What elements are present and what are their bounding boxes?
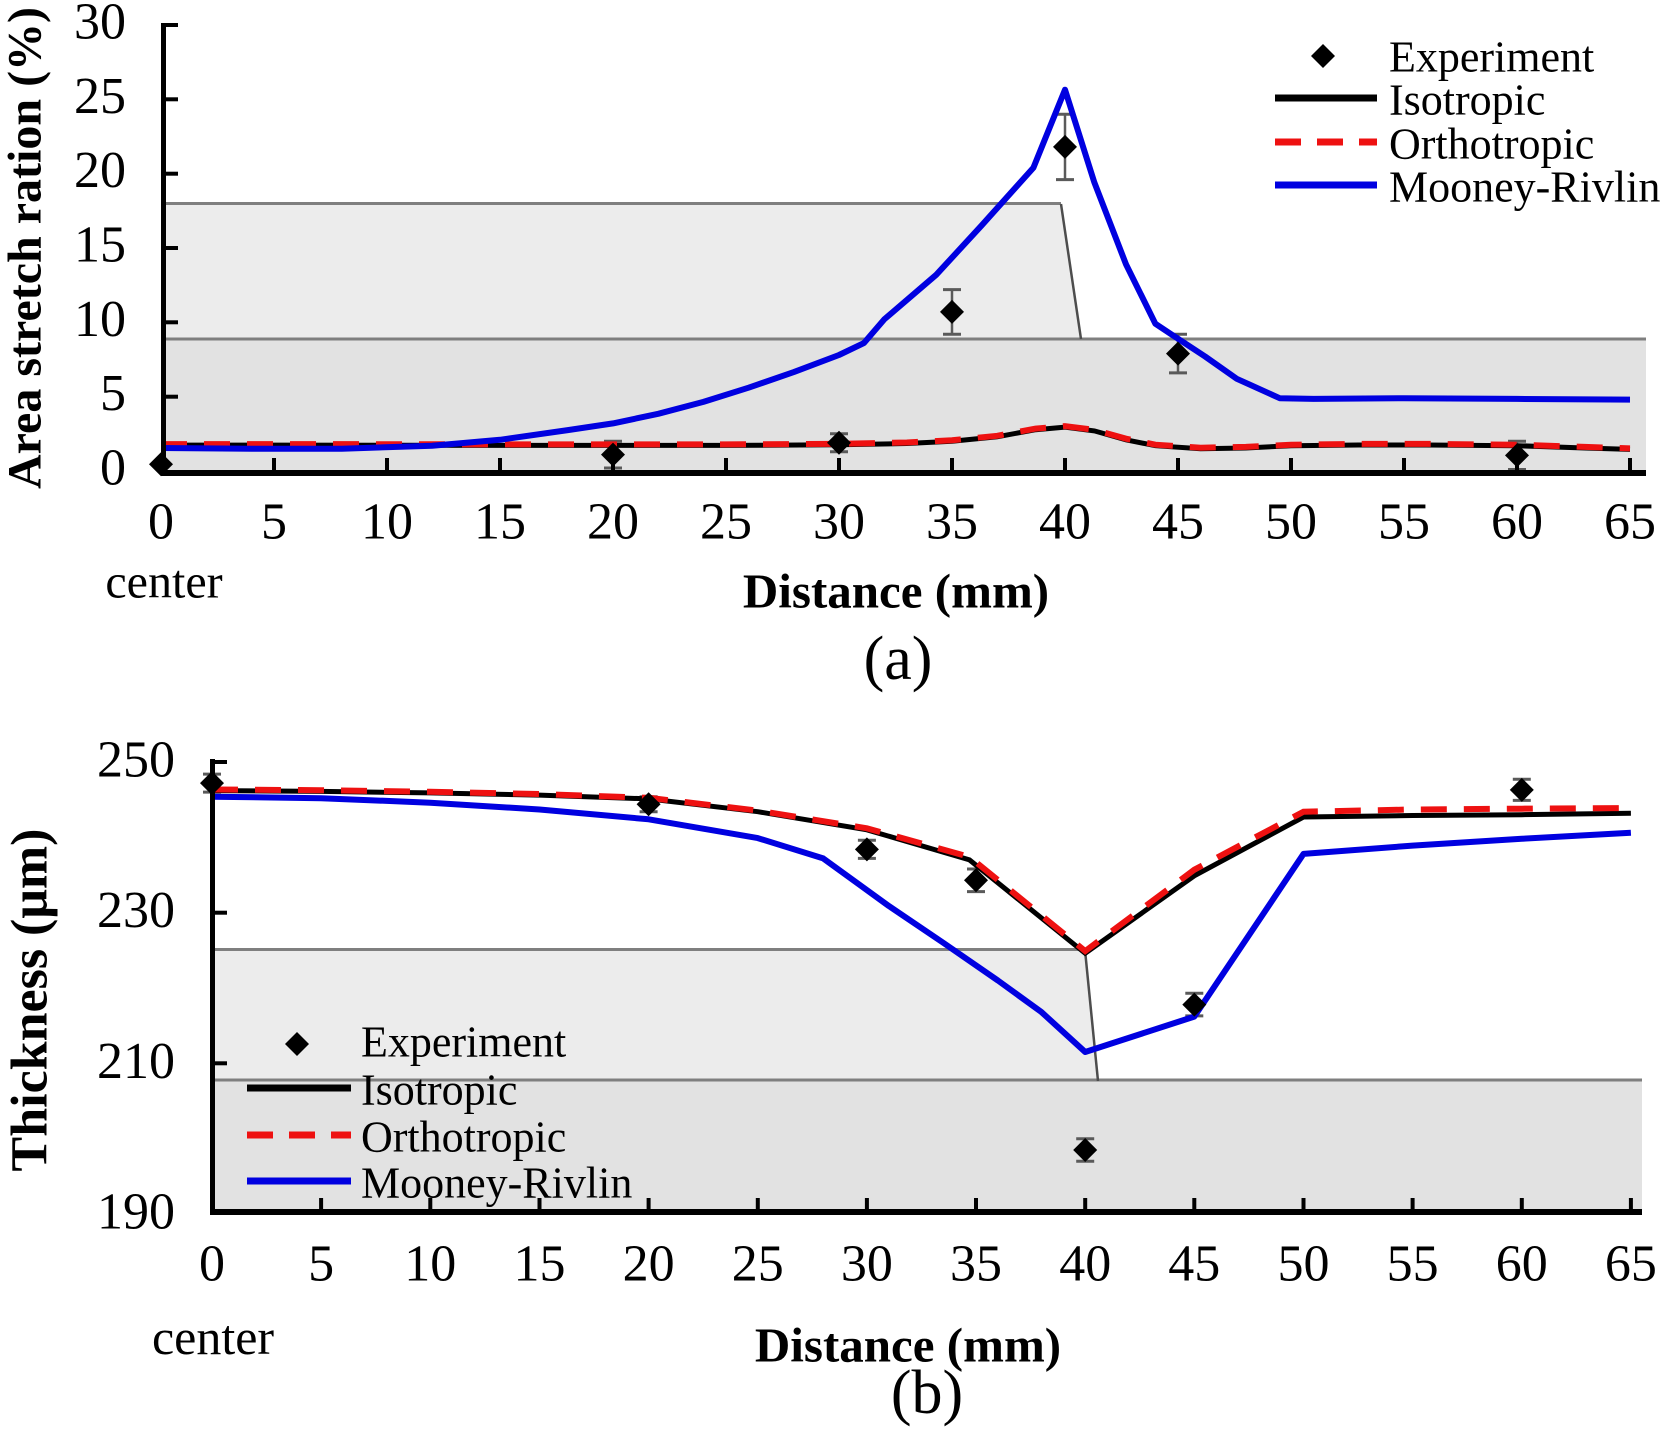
svg-text:60: 60 — [1496, 1236, 1548, 1293]
svg-text:0: 0 — [148, 494, 174, 551]
svg-text:Isotropic: Isotropic — [1389, 76, 1545, 125]
svg-text:50: 50 — [1265, 494, 1317, 551]
svg-text:5: 5 — [308, 1236, 334, 1293]
svg-text:210: 210 — [97, 1033, 175, 1090]
svg-text:5: 5 — [100, 365, 126, 422]
svg-text:25: 25 — [74, 68, 126, 125]
svg-text:Area stretch ration (%): Area stretch ration (%) — [0, 7, 52, 489]
svg-text:Orthotropic: Orthotropic — [1389, 120, 1594, 169]
svg-text:center: center — [152, 1309, 274, 1365]
svg-text:Mooney-Rivlin: Mooney-Rivlin — [361, 1159, 632, 1208]
svg-text:Experiment: Experiment — [1389, 33, 1594, 82]
svg-text:35: 35 — [926, 494, 978, 551]
svg-text:20: 20 — [587, 494, 639, 551]
svg-text:0: 0 — [100, 440, 126, 497]
svg-text:Thickness (μm): Thickness (μm) — [2, 829, 59, 1172]
svg-text:Mooney-Rivlin: Mooney-Rivlin — [1389, 163, 1660, 212]
svg-text:center: center — [105, 556, 222, 609]
svg-text:60: 60 — [1491, 494, 1543, 551]
svg-text:45: 45 — [1168, 1236, 1220, 1293]
svg-text:40: 40 — [1039, 494, 1091, 551]
svg-text:Distance (mm): Distance (mm) — [743, 564, 1049, 619]
svg-text:55: 55 — [1387, 1236, 1439, 1293]
svg-text:0: 0 — [199, 1236, 225, 1293]
svg-text:Orthotropic: Orthotropic — [361, 1113, 566, 1162]
svg-text:30: 30 — [74, 0, 126, 51]
svg-text:230: 230 — [97, 882, 175, 939]
svg-text:(b): (b) — [891, 1359, 963, 1427]
svg-text:10: 10 — [361, 494, 413, 551]
svg-text:55: 55 — [1378, 494, 1430, 551]
svg-text:10: 10 — [404, 1236, 456, 1293]
svg-text:20: 20 — [74, 142, 126, 199]
svg-text:30: 30 — [841, 1236, 893, 1293]
svg-text:250: 250 — [97, 732, 175, 789]
svg-text:5: 5 — [261, 494, 287, 551]
svg-text:25: 25 — [700, 494, 752, 551]
svg-text:65: 65 — [1605, 1236, 1657, 1293]
svg-text:15: 15 — [74, 217, 126, 274]
svg-text:65: 65 — [1604, 494, 1656, 551]
svg-text:30: 30 — [813, 494, 865, 551]
svg-text:45: 45 — [1152, 494, 1204, 551]
svg-text:20: 20 — [623, 1236, 675, 1293]
svg-text:15: 15 — [514, 1236, 566, 1293]
svg-text:(a): (a) — [864, 625, 933, 693]
svg-text:Experiment: Experiment — [361, 1018, 566, 1067]
svg-text:15: 15 — [474, 494, 526, 551]
svg-text:Isotropic: Isotropic — [361, 1066, 517, 1115]
svg-text:10: 10 — [74, 291, 126, 348]
svg-text:Distance (mm): Distance (mm) — [755, 1318, 1061, 1373]
svg-text:25: 25 — [732, 1236, 784, 1293]
svg-text:190: 190 — [97, 1184, 175, 1241]
svg-text:35: 35 — [950, 1236, 1002, 1293]
svg-text:40: 40 — [1059, 1236, 1111, 1293]
svg-text:50: 50 — [1278, 1236, 1330, 1293]
